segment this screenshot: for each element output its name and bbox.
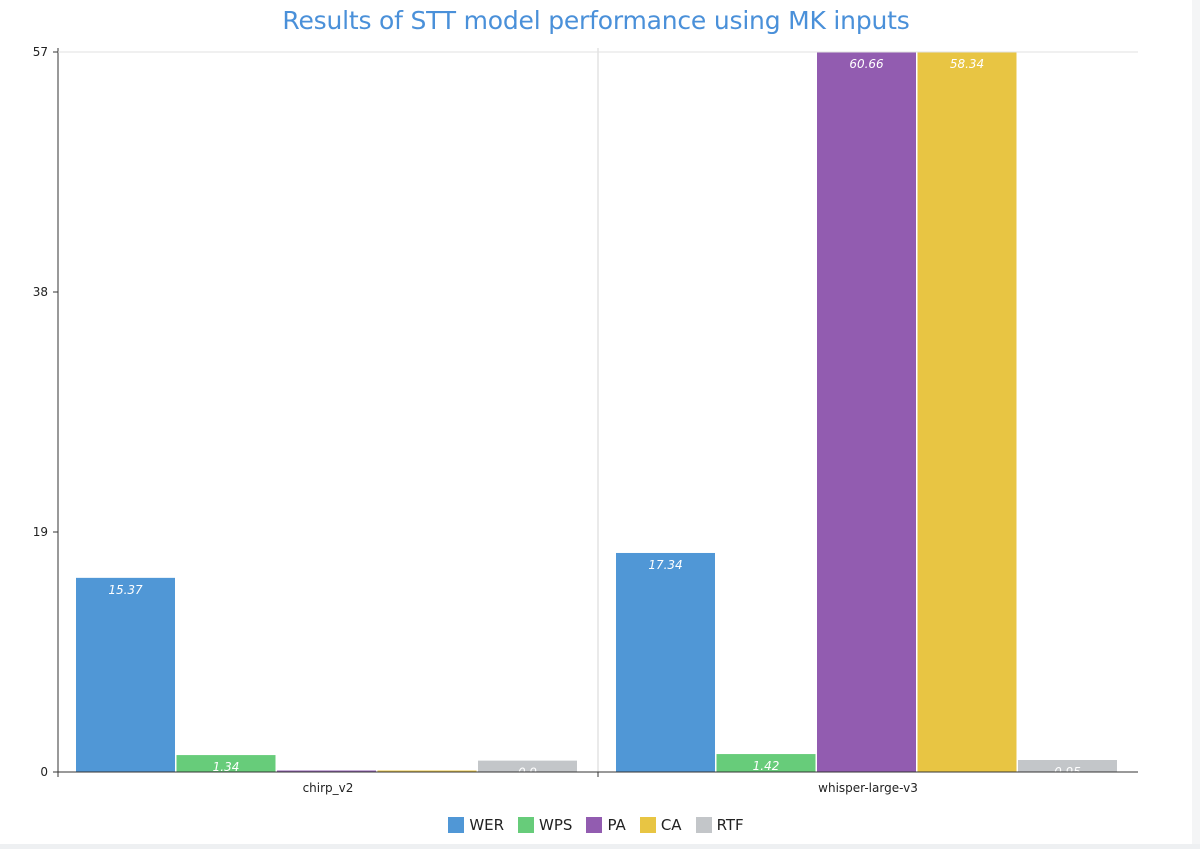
bar-wps-whisper-large-v3[interactable] (716, 754, 816, 772)
bar-ca-whisper-large-v3[interactable] (917, 52, 1017, 772)
legend-item-ca[interactable]: CA (639, 816, 682, 834)
bar-ca-chirp_v2[interactable] (377, 770, 477, 773)
y-tick-label: 38 (33, 285, 48, 299)
data-label: 15.37 (108, 583, 143, 597)
bottom-strip (0, 844, 1200, 849)
bar-pa-chirp_v2[interactable] (277, 770, 376, 773)
window-edge (1192, 0, 1200, 849)
data-label: 0.9 (518, 766, 537, 780)
legend-swatch (586, 817, 603, 833)
legend-label: WER (469, 816, 505, 834)
legend-item-rtf[interactable]: RTF (695, 816, 744, 834)
legend-item-wer[interactable]: WER (448, 816, 504, 834)
legend-swatch (518, 817, 535, 833)
data-label: 17.34 (648, 558, 682, 572)
data-label: 1.42 (753, 759, 780, 773)
x-tick-label: whisper-large-v3 (818, 781, 918, 795)
legend-swatch (639, 817, 656, 833)
data-label: 60.66 (849, 57, 884, 71)
legend-label: CA (660, 816, 682, 834)
axes: chirp_v2 whisper-large-v3 0 19 38 57 (33, 45, 1138, 795)
legend-item-wps[interactable]: WPS (518, 816, 572, 834)
legend-swatch (448, 817, 465, 833)
bar-wps-chirp_v2[interactable] (176, 755, 276, 772)
data-label: 1.34 (213, 760, 240, 774)
bar-wer-chirp_v2[interactable] (76, 577, 175, 772)
legend-label: WPS (539, 816, 573, 834)
legend: WER WPS PA CA RTF (0, 816, 1192, 834)
y-tick-label: 0 (40, 765, 48, 779)
legend-label: PA (607, 816, 626, 834)
bars (76, 52, 1117, 772)
legend-item-pa[interactable]: PA (586, 816, 626, 834)
bar-pa-whisper-large-v3[interactable] (817, 52, 916, 772)
y-tick-label: 19 (33, 525, 48, 539)
data-label: 58.34 (950, 57, 984, 71)
bar-rtf-chirp_v2[interactable] (478, 760, 577, 772)
x-tick-label: chirp_v2 (303, 781, 354, 795)
y-tick-label: 57 (33, 45, 48, 59)
bar-rtf-whisper-large-v3[interactable] (1018, 760, 1117, 772)
bar-wer-whisper-large-v3[interactable] (616, 552, 715, 772)
legend-label: RTF (716, 816, 744, 834)
chart-title: Results of STT model performance using M… (282, 6, 910, 35)
legend-swatch (695, 817, 712, 833)
